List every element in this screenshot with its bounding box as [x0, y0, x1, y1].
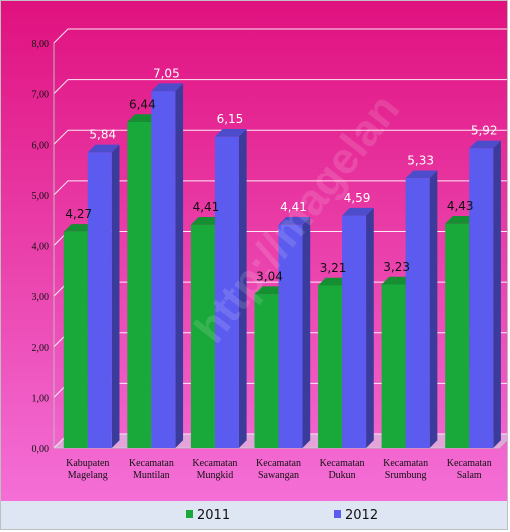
bar-top-face: [405, 170, 438, 179]
bar-front-face: [87, 152, 112, 448]
y-tick-label: 4,00: [32, 242, 50, 253]
data-label-2012: 4,59: [344, 191, 371, 205]
bar-front-face: [405, 178, 430, 448]
data-label-2011: 4,27: [65, 207, 92, 221]
data-label-2011: 6,44: [129, 97, 156, 111]
gridline: [53, 180, 507, 196]
bar-front-face: [381, 284, 406, 448]
data-label-2012: 5,84: [89, 128, 116, 142]
bar-side-face: [493, 140, 501, 448]
category-label: Kecamatan Sawangan: [256, 458, 301, 481]
bar-front-face: [127, 121, 152, 448]
y-tick-label: 6,00: [32, 140, 50, 151]
legend-swatch: [334, 510, 341, 518]
category-label: Kecamatan Dukun: [320, 458, 365, 481]
bar-2012-0: [87, 144, 120, 448]
bar-2012-6: [469, 140, 501, 449]
bar-front-face: [278, 224, 303, 448]
bar-2012-5: [405, 170, 438, 448]
bar-top-face: [342, 207, 374, 216]
bar-front-face: [469, 148, 494, 449]
y-tick-label: 7,00: [32, 90, 50, 101]
bar-side-face: [302, 217, 311, 448]
legend-item-2012: 2012: [334, 508, 378, 523]
data-label-2011: 4,41: [193, 200, 220, 214]
bar-top-face: [63, 224, 96, 232]
data-label-2012: 7,05: [153, 66, 180, 80]
bar-top-face: [381, 276, 414, 285]
bar-front-face: [214, 136, 239, 448]
bar-2012-2: [214, 128, 247, 449]
category-label: Kabupaten Magelang: [66, 458, 109, 481]
bar-top-face: [254, 286, 287, 295]
bar-2012-1: [151, 83, 184, 449]
gridline: [53, 129, 507, 145]
bar-side-face: [175, 83, 184, 449]
bar-2012-3: [278, 217, 311, 448]
data-label-2011: 4,43: [447, 199, 474, 213]
data-label-2012: 4,41: [280, 200, 307, 214]
bar-top-face: [151, 83, 184, 92]
y-tick-label: 3,00: [32, 292, 50, 303]
legend-label: 2012: [345, 508, 378, 523]
category-label: Kecamatan Mungkid: [192, 458, 237, 481]
category-label: Kecamatan Muntilan: [129, 458, 174, 481]
data-label-2012: 5,92: [471, 124, 498, 138]
bar-front-face: [190, 224, 215, 448]
y-tick-label: 1,00: [32, 393, 50, 404]
bar-top-face: [318, 277, 350, 286]
gridline: [53, 79, 507, 94]
y-tick-label: 0,00: [32, 444, 50, 455]
legend-swatch: [186, 510, 193, 518]
bar-front-face: [254, 294, 279, 448]
bar-side-face: [238, 128, 247, 449]
bar-side-face: [429, 170, 438, 448]
bar-top-face: [469, 140, 501, 149]
bar-side-face: [366, 207, 374, 448]
bar-front-face: [445, 223, 470, 448]
gridline: [53, 28, 507, 44]
y-tick-label: 5,00: [32, 191, 50, 202]
bar-front-face: [151, 91, 176, 448]
category-label: Kecamatan Srumbung: [383, 458, 428, 481]
legend-item-2011: 2011: [186, 508, 230, 523]
data-label-2012: 5,33: [407, 153, 434, 167]
bar-top-face: [87, 144, 120, 153]
data-label-2011: 3,21: [320, 261, 347, 275]
data-label-2011: 3,04: [256, 269, 283, 283]
bar-front-face: [342, 215, 367, 448]
legend-label: 2011: [197, 508, 230, 523]
bar-front-face: [63, 231, 88, 448]
bar-top-face: [127, 114, 160, 122]
data-label-2012: 6,15: [217, 112, 244, 126]
bar-top-face: [214, 128, 247, 137]
bar-top-face: [278, 217, 311, 225]
y-tick-label: 2,00: [32, 343, 50, 354]
bar-front-face: [318, 285, 343, 448]
category-label: Kecamatan Salam: [447, 458, 492, 481]
bar-2012-4: [342, 207, 374, 448]
bar-side-face: [111, 144, 120, 448]
y-tick-label: 8,00: [32, 39, 50, 50]
bar-top-face: [190, 217, 223, 225]
bar-top-face: [445, 216, 477, 224]
data-label-2011: 3,23: [383, 260, 410, 274]
